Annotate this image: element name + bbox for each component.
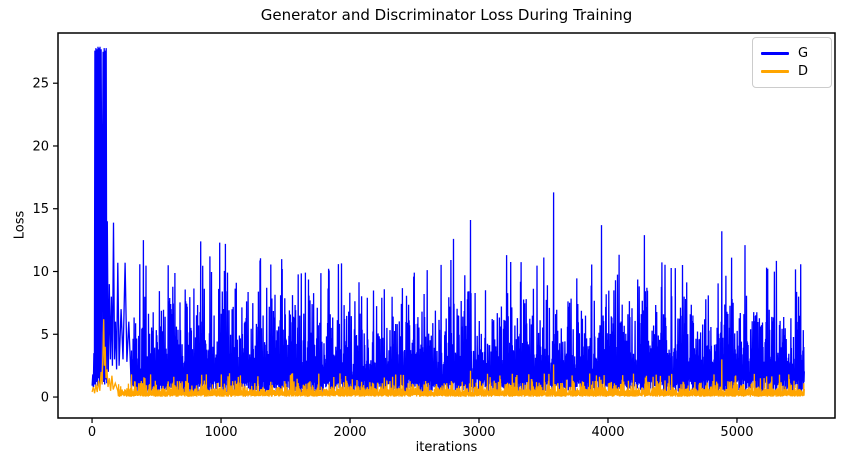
y-tick-label: 10 — [32, 265, 49, 280]
legend: G D — [752, 37, 832, 88]
x-axis-label: iterations — [415, 440, 478, 455]
legend-entry-d: D — [761, 65, 823, 78]
legend-label-g: G — [798, 45, 809, 61]
series-G-line — [91, 46, 805, 394]
series-D-line — [91, 319, 805, 398]
x-tick-label: 0 — [88, 425, 96, 440]
chart-title: Generator and Discriminator Loss During … — [260, 6, 633, 24]
legend-line-d-icon — [761, 70, 789, 74]
y-tick-label: 20 — [32, 139, 49, 154]
y-tick-label: 5 — [41, 328, 49, 343]
legend-entry-g: G — [761, 47, 823, 60]
x-tick-label: 1000 — [204, 425, 237, 440]
legend-line-g-icon — [761, 51, 789, 55]
x-tick-label: 5000 — [720, 425, 753, 440]
y-tick-label: 15 — [32, 202, 49, 217]
legend-label-d: D — [798, 64, 809, 80]
x-tick-label: 4000 — [591, 425, 624, 440]
x-tick-label: 3000 — [462, 425, 495, 440]
x-tick-label: 2000 — [333, 425, 366, 440]
y-tick-label: 0 — [41, 391, 49, 406]
y-axis-label: Loss — [12, 210, 28, 240]
plot-frame — [57, 32, 836, 419]
y-tick-label: 25 — [32, 77, 49, 92]
